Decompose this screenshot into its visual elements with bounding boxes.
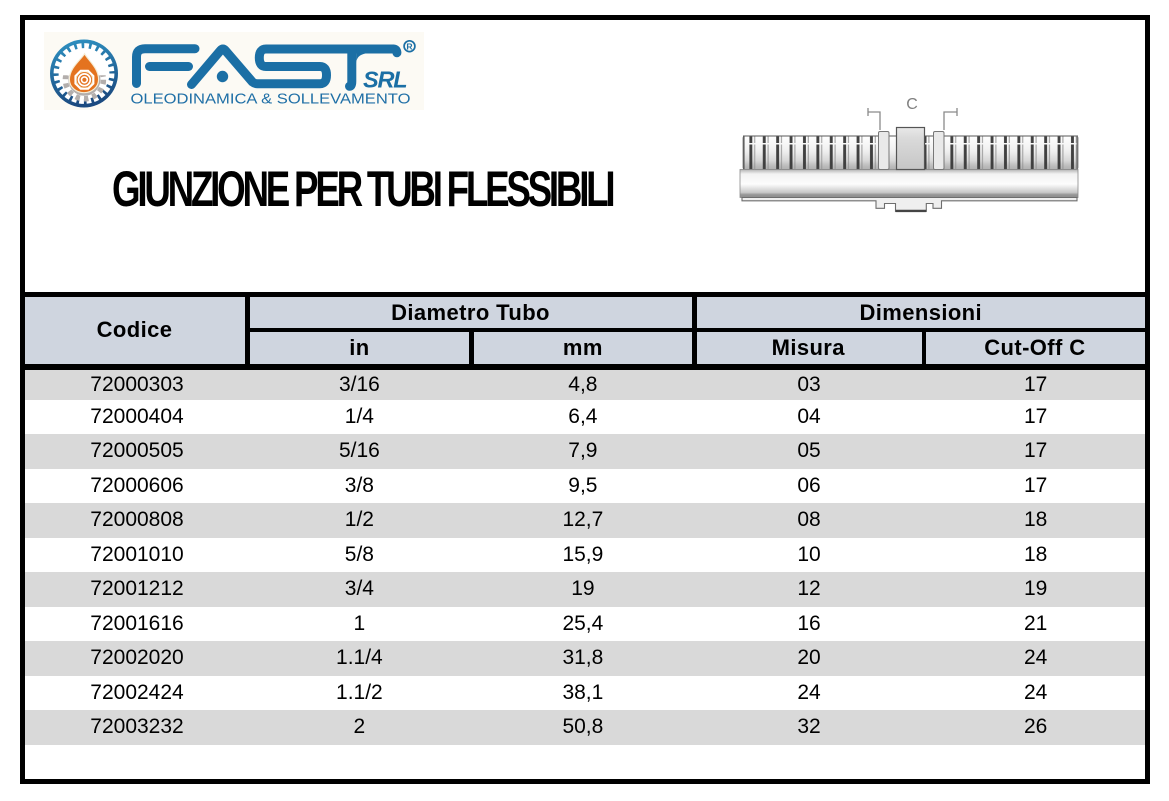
svg-text:R: R [406, 41, 413, 51]
svg-text:OLEODINAMICA & SOLLEVAMENTO: OLEODINAMICA & SOLLEVAMENTO [131, 91, 411, 108]
svg-text:C: C [906, 96, 918, 113]
svg-text:SRL: SRL [363, 67, 406, 93]
